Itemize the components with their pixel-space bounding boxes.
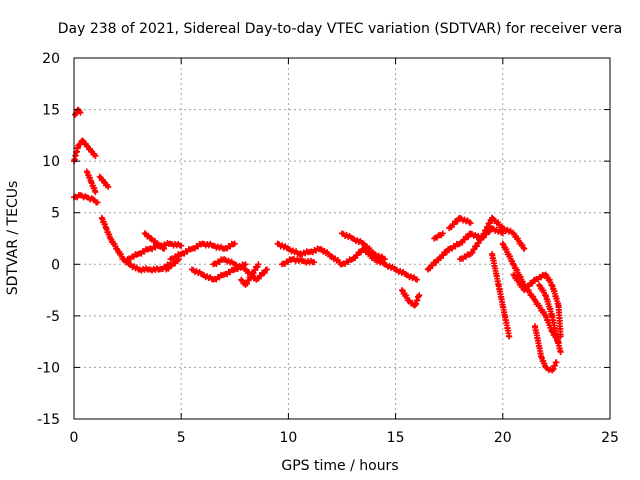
data-point <box>255 261 262 268</box>
data-point <box>465 233 472 240</box>
series-t4 <box>71 192 101 206</box>
series-t5 <box>96 173 112 190</box>
series-t11 <box>188 261 249 283</box>
data-point <box>454 218 461 225</box>
data-point <box>176 256 183 263</box>
y-tick-label: -10 <box>37 360 60 376</box>
series-t25 <box>510 271 564 340</box>
x-tick-label: 25 <box>601 430 619 446</box>
data-point <box>92 152 99 159</box>
series-t22 <box>489 214 528 252</box>
y-tick-label: 0 <box>51 257 60 273</box>
series-t10 <box>163 256 183 273</box>
data-point <box>231 240 238 247</box>
data-point <box>414 276 421 283</box>
data-point <box>242 266 249 273</box>
x-tick-label: 10 <box>279 430 297 446</box>
data-point <box>77 109 84 116</box>
data-point <box>94 199 101 206</box>
data-point <box>529 280 536 287</box>
data-point <box>486 228 493 235</box>
grid-lines <box>74 58 610 419</box>
data-point <box>443 249 450 256</box>
data-point <box>467 220 474 227</box>
data-point <box>475 239 482 246</box>
series-t15 <box>278 256 318 268</box>
data-point <box>250 270 257 277</box>
x-tick-label: 20 <box>494 430 512 446</box>
data-point <box>381 256 388 263</box>
data-point <box>261 269 268 276</box>
series-t3 <box>83 168 99 196</box>
series-t19 <box>431 230 446 242</box>
series-t8 <box>141 230 168 252</box>
data-point <box>178 242 185 249</box>
y-tick-label: 20 <box>42 51 60 67</box>
series-t20 <box>446 214 474 232</box>
series-t26 <box>531 323 560 374</box>
data-point <box>245 277 252 284</box>
data-point <box>433 259 440 266</box>
data-point <box>489 214 496 221</box>
x-axis-label: GPS time / hours <box>281 458 398 474</box>
series-t23 <box>489 250 513 340</box>
series-t2 <box>71 137 99 165</box>
data-point <box>471 246 478 253</box>
series-t13 <box>238 261 262 288</box>
y-tick-label: 5 <box>51 206 60 222</box>
y-tick-label: 10 <box>42 154 60 170</box>
series-t24 <box>499 240 562 345</box>
y-axis-label: SDTVAR / TECUs <box>5 181 21 296</box>
data-point <box>506 333 513 340</box>
plot-border <box>73 57 611 420</box>
data-point <box>473 243 480 250</box>
series-t1 <box>72 106 84 118</box>
data-point <box>311 259 318 266</box>
data-point <box>439 230 446 237</box>
y-tick-label: 15 <box>42 103 60 119</box>
y-tick-label: -15 <box>37 412 60 428</box>
series-t27 <box>536 281 564 355</box>
series-t16 <box>339 230 388 263</box>
x-tick-label: 5 <box>177 430 186 446</box>
data-markers <box>71 106 564 374</box>
data-point <box>521 245 528 252</box>
data-point <box>105 183 112 190</box>
data-point <box>263 266 270 273</box>
data-point <box>244 280 251 287</box>
data-point <box>252 267 259 274</box>
series-t21 <box>456 214 496 263</box>
x-tick-label: 15 <box>387 430 405 446</box>
data-point <box>360 240 367 247</box>
data-point <box>416 292 423 299</box>
series-t9 <box>167 240 238 263</box>
series-t17 <box>399 287 423 309</box>
data-point <box>242 261 249 268</box>
axis-ticks: 0 5 10 15 20 25 -15 -10 -5 0 5 10 15 20 <box>37 51 619 446</box>
series-t14 <box>274 240 421 283</box>
data-point <box>161 245 168 252</box>
data-point <box>499 230 506 237</box>
data-point <box>469 249 476 256</box>
data-point <box>92 189 99 196</box>
y-tick-label: -5 <box>46 309 60 325</box>
data-point <box>553 359 560 366</box>
x-tick-label: 0 <box>70 430 79 446</box>
chart-title: Day 238 of 2021, Sidereal Day-to-day VTE… <box>58 21 622 37</box>
data-point <box>557 348 564 355</box>
